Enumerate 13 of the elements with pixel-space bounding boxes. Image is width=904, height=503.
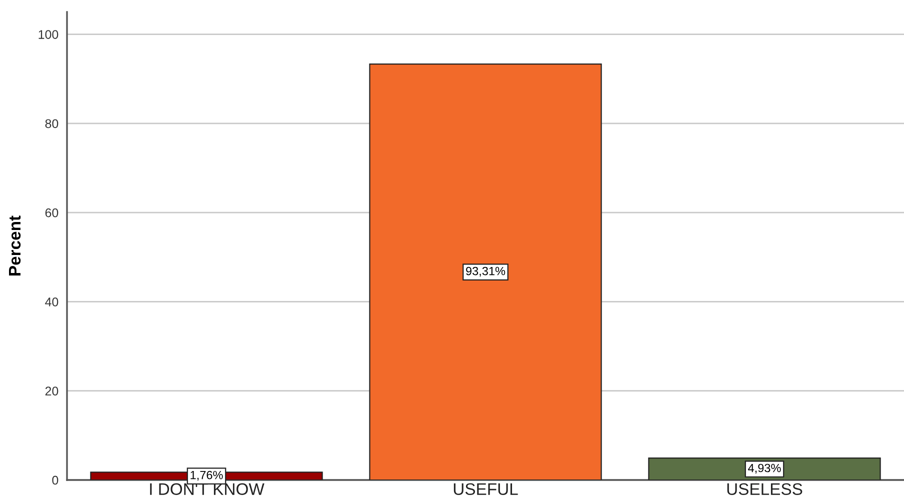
y-tick-label: 40	[45, 298, 58, 306]
y-tick-label: 80	[45, 119, 58, 128]
y-tick-label: 60	[45, 208, 58, 218]
data-label: 1,76%	[190, 470, 223, 481]
y-tick-label: 20	[45, 386, 58, 396]
data-label: 4,93%	[748, 464, 781, 474]
y-tick-label: 0	[52, 476, 58, 485]
data-label: 93,31%	[466, 266, 506, 277]
x-tick-label: USEFUL	[454, 483, 518, 496]
y-axis-title: Percent	[9, 216, 21, 276]
y-tick-label: 100	[38, 30, 58, 39]
x-tick-label: USELESS	[727, 483, 802, 496]
bar	[369, 64, 602, 480]
